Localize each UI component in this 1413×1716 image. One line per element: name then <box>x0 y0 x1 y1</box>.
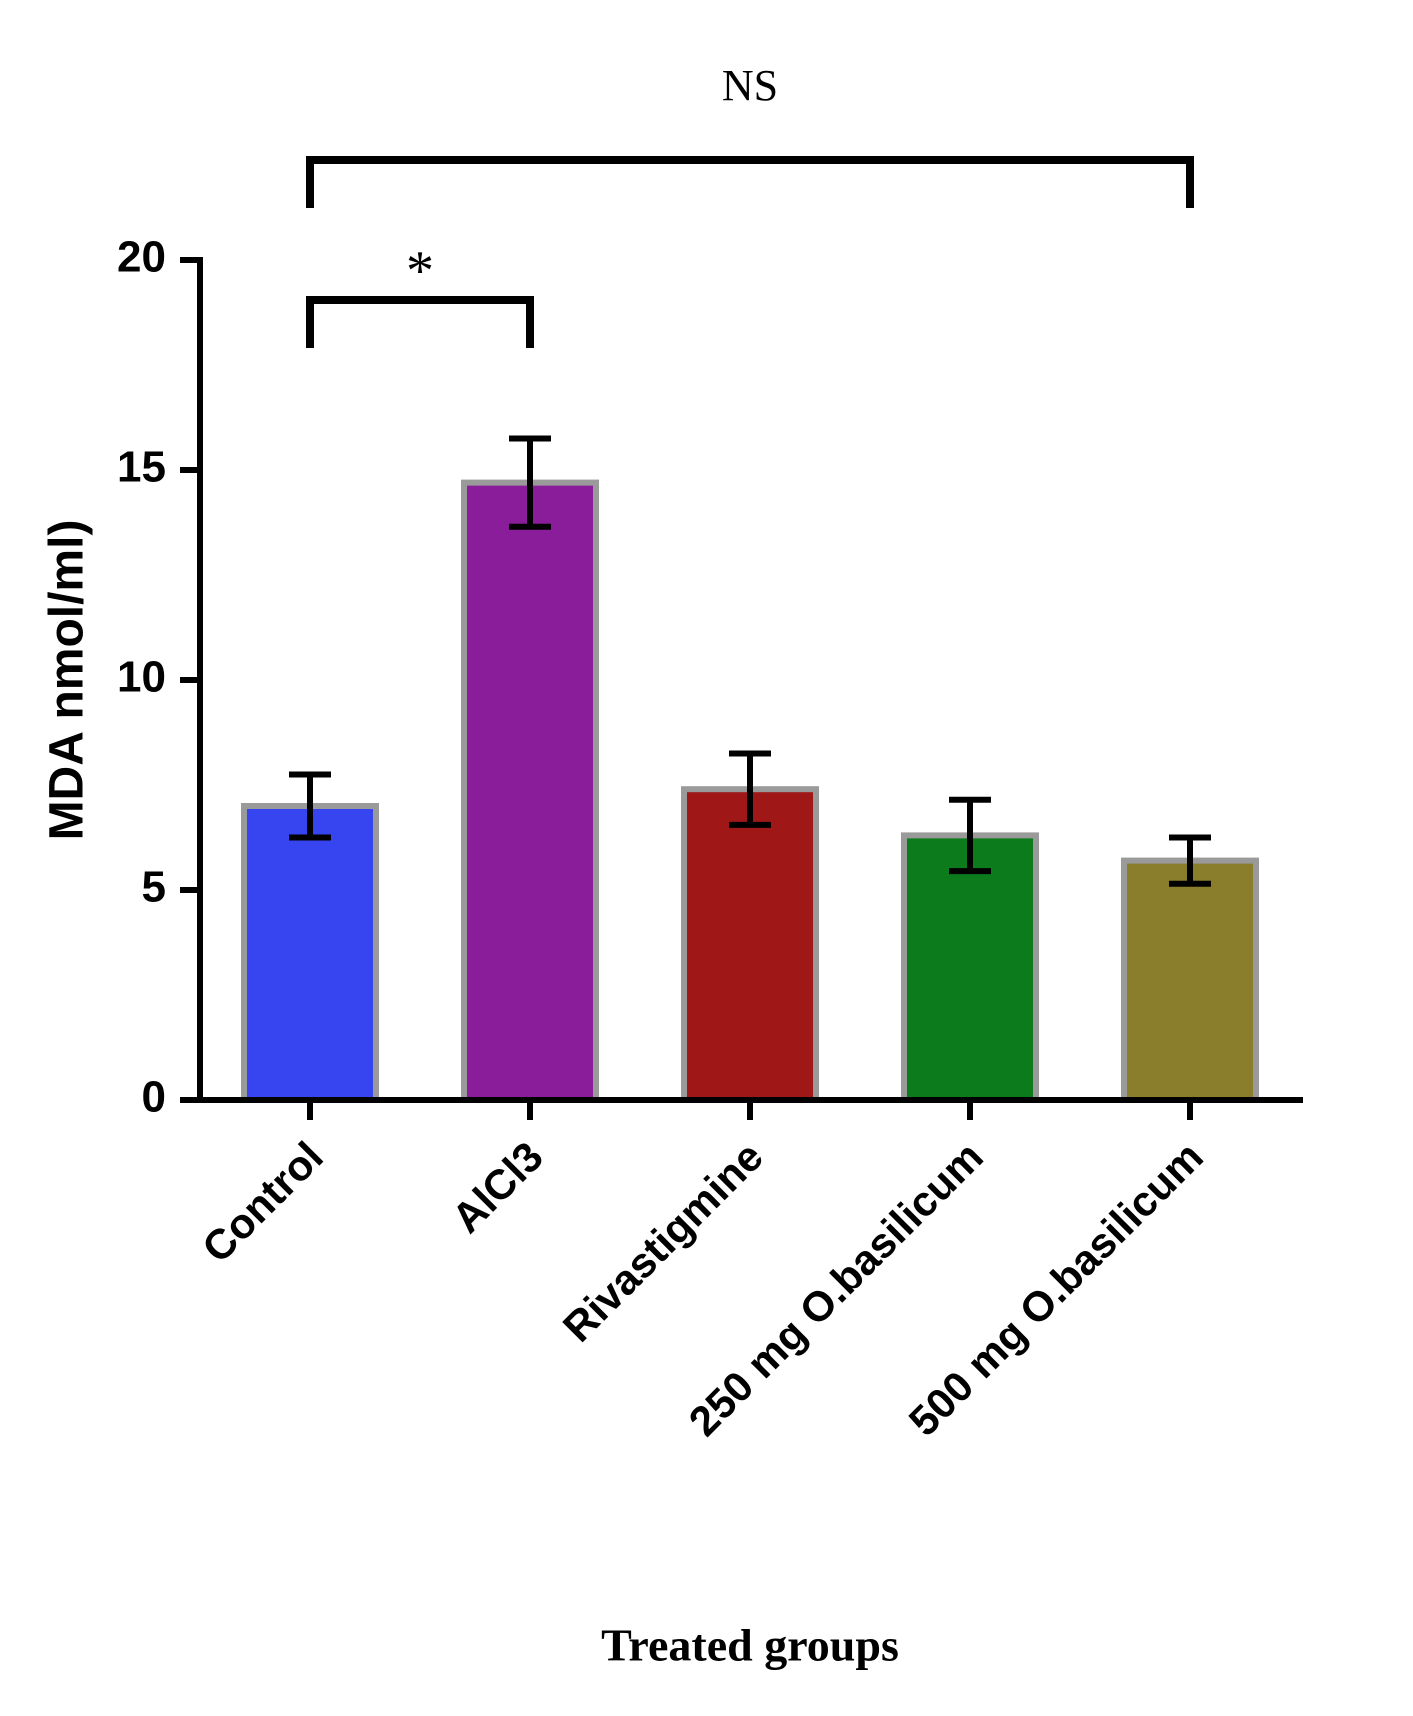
x-axis-label: Treated groups <box>601 1620 899 1671</box>
bar <box>684 789 816 1100</box>
ns-label: NS <box>722 61 778 110</box>
bar <box>244 806 376 1100</box>
bar <box>464 483 596 1100</box>
y-tick-label: 0 <box>142 1073 166 1122</box>
star-label: * <box>406 240 434 302</box>
y-axis-label: MDA nmol/ml) <box>41 520 94 841</box>
y-tick-label: 15 <box>117 443 166 492</box>
bar <box>1124 861 1256 1100</box>
bar <box>904 835 1036 1100</box>
chart-container: 05101520MDA nmol/ml)ControlAlCl3Rivastig… <box>0 0 1413 1716</box>
y-tick-label: 5 <box>142 863 166 912</box>
y-tick-label: 10 <box>117 653 166 702</box>
y-tick-label: 20 <box>117 233 166 282</box>
